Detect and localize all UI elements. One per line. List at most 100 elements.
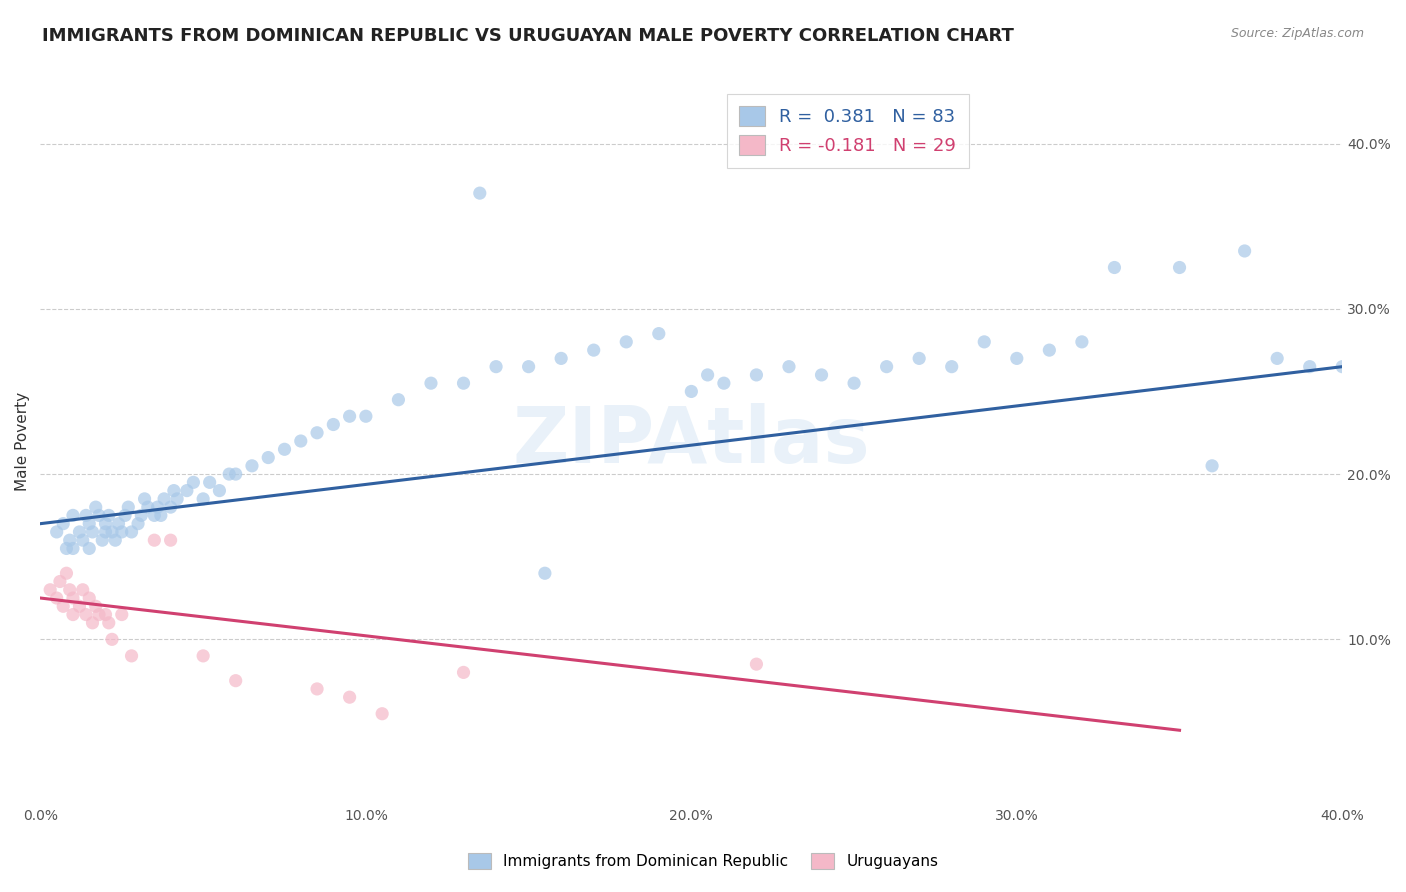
Point	[101, 632, 124, 647]
Point	[62, 591, 84, 605]
Point	[55, 541, 77, 556]
Point	[82, 615, 104, 630]
Legend: R =  0.381   N = 83, R = -0.181   N = 29: R = 0.381 N = 83, R = -0.181 N = 29	[727, 94, 969, 168]
Point	[183, 475, 205, 490]
Point	[876, 359, 898, 374]
Point	[941, 359, 963, 374]
Point	[517, 359, 540, 374]
Point	[111, 607, 134, 622]
Point	[72, 582, 94, 597]
Point	[149, 508, 172, 523]
Point	[52, 599, 75, 614]
Point	[550, 351, 572, 366]
Point	[273, 442, 295, 457]
Point	[225, 673, 247, 688]
Point	[101, 524, 124, 539]
Point	[420, 376, 443, 391]
Point	[59, 582, 82, 597]
Point	[87, 607, 110, 622]
Point	[104, 533, 127, 548]
Point	[77, 591, 100, 605]
Point	[107, 516, 129, 531]
Point	[97, 508, 120, 523]
Point	[159, 500, 181, 515]
Text: Source: ZipAtlas.com: Source: ZipAtlas.com	[1230, 27, 1364, 40]
Point	[49, 574, 72, 589]
Point	[94, 516, 117, 531]
Point	[745, 657, 768, 672]
Point	[55, 566, 77, 581]
Point	[1201, 458, 1223, 473]
Point	[696, 368, 718, 382]
Point	[1005, 351, 1028, 366]
Point	[69, 599, 91, 614]
Point	[94, 607, 117, 622]
Point	[218, 467, 240, 481]
Point	[87, 508, 110, 523]
Point	[453, 665, 475, 680]
Point	[322, 417, 344, 432]
Point	[240, 458, 263, 473]
Point	[1265, 351, 1288, 366]
Point	[134, 491, 156, 506]
Point	[146, 500, 169, 515]
Point	[59, 533, 82, 548]
Point	[681, 384, 703, 399]
Text: ZIPAtlas: ZIPAtlas	[513, 403, 870, 479]
Point	[94, 524, 117, 539]
Point	[45, 524, 67, 539]
Point	[191, 648, 214, 663]
Point	[62, 607, 84, 622]
Point	[371, 706, 394, 721]
Point	[339, 690, 361, 705]
Point	[131, 508, 153, 523]
Point	[339, 409, 361, 424]
Point	[290, 434, 312, 448]
Text: IMMIGRANTS FROM DOMINICAN REPUBLIC VS URUGUAYAN MALE POVERTY CORRELATION CHART: IMMIGRANTS FROM DOMINICAN REPUBLIC VS UR…	[42, 27, 1014, 45]
Point	[143, 533, 166, 548]
Point	[117, 500, 139, 515]
Point	[77, 516, 100, 531]
Point	[198, 475, 221, 490]
Point	[225, 467, 247, 481]
Point	[778, 359, 800, 374]
Point	[143, 508, 166, 523]
Point	[257, 450, 280, 465]
Point	[136, 500, 159, 515]
Point	[163, 483, 186, 498]
Point	[52, 516, 75, 531]
Point	[453, 376, 475, 391]
Point	[387, 392, 409, 407]
Point	[1233, 244, 1256, 258]
Point	[75, 508, 97, 523]
Point	[1168, 260, 1191, 275]
Point	[648, 326, 671, 341]
Point	[69, 524, 91, 539]
Point	[97, 615, 120, 630]
Point	[111, 524, 134, 539]
Point	[582, 343, 605, 358]
Point	[307, 681, 329, 696]
Point	[745, 368, 768, 382]
Point	[842, 376, 865, 391]
Point	[468, 186, 491, 201]
Point	[614, 334, 637, 349]
Point	[114, 508, 136, 523]
Point	[908, 351, 931, 366]
Point	[62, 508, 84, 523]
Point	[82, 524, 104, 539]
Point	[176, 483, 198, 498]
Point	[1104, 260, 1126, 275]
Point	[534, 566, 557, 581]
Point	[84, 599, 107, 614]
Point	[485, 359, 508, 374]
Point	[127, 516, 149, 531]
Point	[208, 483, 231, 498]
Point	[75, 607, 97, 622]
Point	[39, 582, 62, 597]
Point	[307, 425, 329, 440]
Point	[62, 541, 84, 556]
Point	[810, 368, 832, 382]
Point	[973, 334, 995, 349]
Point	[1038, 343, 1060, 358]
